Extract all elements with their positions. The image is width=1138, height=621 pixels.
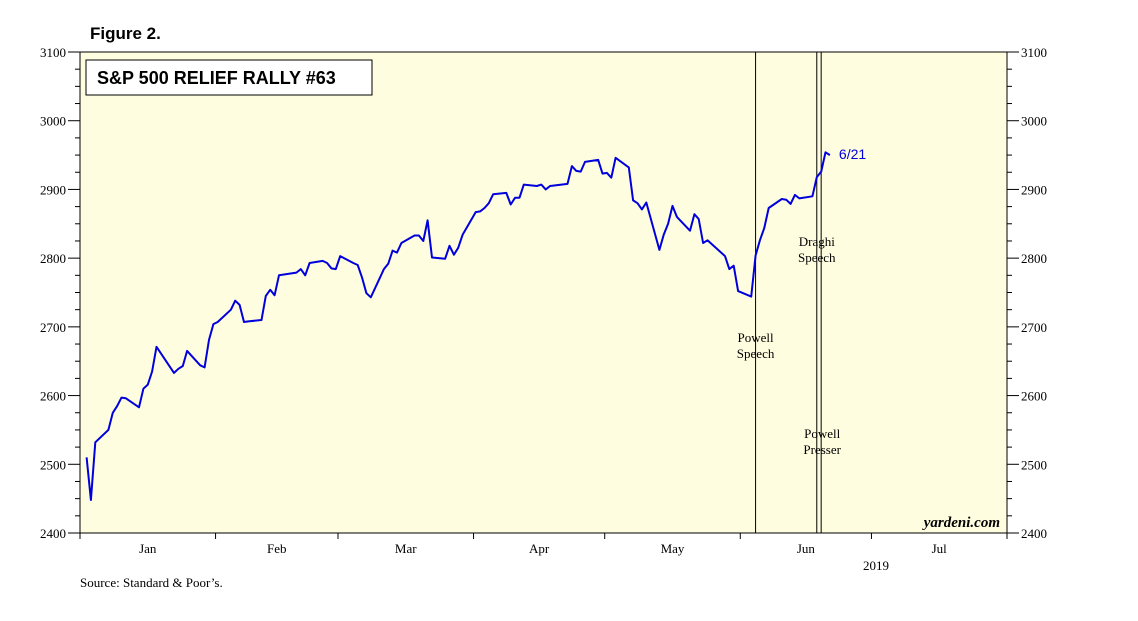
sp500-series-line (85, 151, 831, 501)
y-tick-label-left: 3100 (40, 45, 66, 60)
y-tick-label-right: 3000 (1021, 114, 1047, 129)
title-box (85, 59, 373, 96)
event-label: Speech (737, 346, 775, 361)
y-tick-label-right: 2400 (1021, 526, 1047, 541)
y-tick-label-right: 2800 (1021, 251, 1047, 266)
source-note: Source: Standard & Poor’s. (80, 575, 223, 590)
event-label: Presser (803, 442, 841, 457)
chart-title: S&P 500 RELIEF RALLY #63 (97, 68, 336, 88)
y-tick-label-right: 3100 (1021, 45, 1047, 60)
y-tick-label-left: 2600 (40, 389, 66, 404)
event-label: Draghi (799, 234, 835, 249)
event-label: Speech (798, 250, 836, 265)
y-tick-label-left: 2800 (40, 251, 66, 266)
y-tick-label-right: 2900 (1021, 182, 1047, 197)
plot-area (79, 51, 1008, 534)
event-label: Powell (804, 426, 841, 441)
y-tick-label-left: 2900 (40, 182, 66, 197)
y-tick-label-left: 2700 (40, 320, 66, 335)
y-axis-right: 2400 2500 2600 2700 2800 2900 3000 3100 (1007, 45, 1047, 541)
y-tick-label-left: 2400 (40, 526, 66, 541)
y-axis-left: 2400 2500 2600 2700 2800 2900 3000 3100 (40, 45, 80, 541)
end-date-label: 6/21 (839, 146, 866, 162)
figure-label: Figure 2. (90, 24, 161, 43)
watermark: yardeni.com (922, 515, 1000, 531)
x-axis: Jan Feb Mar Apr May Jun Jul (79, 533, 1008, 556)
x-month-label: Feb (267, 541, 287, 556)
x-month-label: Apr (529, 541, 550, 556)
x-month-label: Jan (139, 541, 157, 556)
x-month-label: Mar (395, 541, 417, 556)
year-label: 2019 (863, 558, 889, 573)
y-tick-label-right: 2500 (1021, 457, 1047, 472)
y-tick-label-right: 2600 (1021, 389, 1047, 404)
y-tick-label-left: 2500 (40, 457, 66, 472)
x-month-label: Jul (932, 541, 948, 556)
x-month-label: Jun (797, 541, 816, 556)
y-tick-label-right: 2700 (1021, 320, 1047, 335)
x-month-label: May (661, 541, 685, 556)
y-tick-label-left: 3000 (40, 114, 66, 129)
event-label: Powell (738, 330, 775, 345)
